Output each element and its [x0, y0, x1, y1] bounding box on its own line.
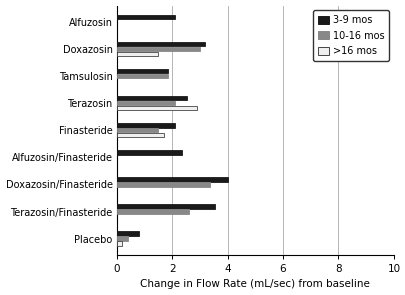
Bar [116, 15, 175, 19]
Bar [116, 128, 158, 132]
Bar [116, 74, 168, 78]
Bar [116, 204, 215, 209]
Bar [116, 42, 205, 46]
Bar [116, 123, 175, 127]
Bar [116, 133, 164, 137]
Bar [116, 232, 139, 236]
Legend: 3-9 mos, 10-16 mos, >16 mos: 3-9 mos, 10-16 mos, >16 mos [312, 10, 388, 61]
Bar [116, 177, 227, 182]
Bar [116, 96, 187, 101]
Bar [116, 52, 158, 56]
Bar [116, 101, 175, 105]
Bar [116, 106, 196, 110]
X-axis label: Change in Flow Rate (mL/sec) from baseline: Change in Flow Rate (mL/sec) from baseli… [140, 279, 369, 289]
Bar [116, 236, 128, 241]
Bar [116, 209, 188, 214]
Bar [116, 69, 168, 73]
Bar [116, 47, 199, 51]
Bar [116, 150, 181, 155]
Bar [116, 182, 209, 187]
Bar [116, 241, 122, 246]
